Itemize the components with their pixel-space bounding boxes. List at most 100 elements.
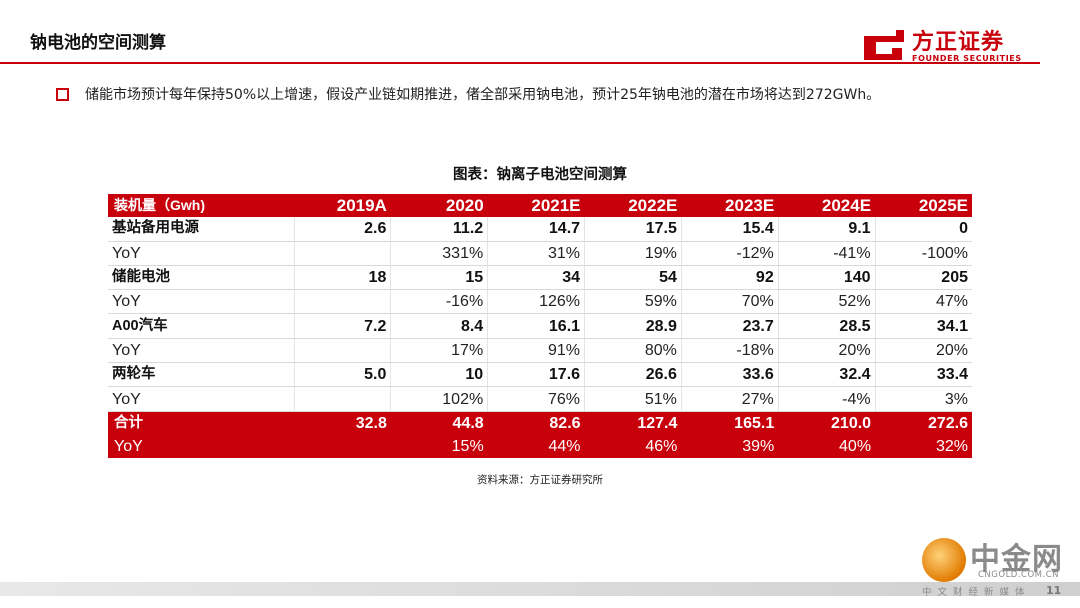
table-cell: 5.0 (294, 362, 392, 388)
table-cell: 80% (584, 338, 682, 364)
table-cell: 27% (681, 386, 779, 412)
table-header-row: 装机量（Gwh) 2019A 2020 2021E 2022E 2023E 20… (108, 194, 972, 218)
company-logo: 方正证券 FOUNDER SECURITIES (862, 24, 1052, 70)
footer-band (0, 582, 1080, 596)
capacity-table: 装机量（Gwh) 2019A 2020 2021E 2022E 2023E 20… (108, 194, 972, 459)
table-cell (294, 434, 391, 459)
table-cell: 8.4 (390, 313, 489, 339)
watermark: 中金网 CNGOLD.COM.CN 中文财经新媒体 (922, 534, 1072, 604)
table-cell: 33.4 (875, 362, 972, 388)
table-cell: 15.4 (681, 217, 779, 242)
row-label: YoY (108, 289, 295, 315)
table-row-yoy: YoY 15% 44% 46% 39% 40% 32% (108, 434, 972, 459)
header-divider (0, 62, 1040, 64)
table-cell: 54 (584, 265, 682, 291)
square-bullet-icon (56, 87, 69, 101)
column-header: 2025E (875, 194, 972, 218)
column-header: 2019A (294, 194, 391, 218)
table-cell: 10 (390, 362, 489, 388)
table-cell: 76% (487, 386, 586, 412)
table-cell: 331% (390, 241, 489, 266)
table-cell: 47% (875, 289, 972, 315)
column-header: 2021E (487, 194, 585, 218)
table-cell: -12% (681, 241, 779, 266)
table-cell (294, 241, 392, 266)
table-cell: 17.6 (487, 362, 586, 388)
row-label: A00汽车 (108, 313, 295, 339)
row-label: 合计 (108, 411, 294, 435)
table-row-total: 合计 32.8 44.8 82.6 127.4 165.1 210.0 272.6 (108, 411, 972, 435)
table-cell: 40% (778, 434, 876, 459)
table-cell: 46% (584, 434, 682, 459)
table-row-yoy: YoY -16% 126% 59% 70% 52% 47% (108, 289, 972, 315)
column-header: 2022E (584, 194, 682, 218)
table-cell: 34 (487, 265, 586, 291)
table-cell: 165.1 (681, 411, 779, 435)
row-label: 两轮车 (108, 362, 295, 388)
table-cell: 140 (778, 265, 876, 291)
table-cell: 39% (681, 434, 779, 459)
table-cell: 70% (681, 289, 779, 315)
slide-title: 钠电池的空间测算 (30, 33, 166, 53)
table-cell: 52% (778, 289, 876, 315)
table-cell: 126% (487, 289, 586, 315)
column-header: 2023E (681, 194, 779, 218)
table-cell: 17.5 (584, 217, 682, 242)
row-label: YoY (108, 386, 295, 412)
row-label: YoY (108, 434, 294, 459)
table-cell: 210.0 (778, 411, 876, 435)
table-cell: 272.6 (875, 411, 972, 435)
table-cell: 92 (681, 265, 779, 291)
table-cell: 11.2 (390, 217, 489, 242)
table-row-category: 两轮车 5.0 10 17.6 26.6 33.6 32.4 33.4 (108, 362, 972, 388)
table-cell: -41% (778, 241, 876, 266)
table-cell: 15 (390, 265, 489, 291)
column-header: 2024E (778, 194, 876, 218)
table-cell (294, 338, 392, 364)
table-cell: -16% (390, 289, 489, 315)
table-cell: 3% (875, 386, 972, 412)
table-cell: 32% (875, 434, 972, 459)
table-cell: 82.6 (487, 411, 585, 435)
watermark-cn: 中金网 (970, 542, 1063, 577)
table-cell: 91% (487, 338, 586, 364)
row-label: YoY (108, 241, 295, 266)
table-cell: 2.6 (294, 217, 392, 242)
table-cell: -4% (778, 386, 876, 412)
table-cell: -18% (681, 338, 779, 364)
source-note: 资料来源：方正证券研究所 (477, 474, 603, 486)
table-cell: 14.7 (487, 217, 586, 242)
table-cell: 20% (778, 338, 876, 364)
table-row-yoy: YoY 17% 91% 80% -18% 20% 20% (108, 338, 972, 364)
cngold-logo-icon (922, 538, 966, 582)
row-label: 基站备用电源 (108, 217, 295, 242)
bullet-text: 储能市场预计每年保持50%以上增速，假设产业链如期推进，偖全部采用钠电池，预计2… (85, 87, 881, 103)
table-cell: 44.8 (390, 411, 488, 435)
table-cell: 17% (390, 338, 489, 364)
table-cell: 28.5 (778, 313, 876, 339)
table-cell: 205 (875, 265, 972, 291)
table-cell: 127.4 (584, 411, 682, 435)
table-row-yoy: YoY 102% 76% 51% 27% -4% 3% (108, 386, 972, 412)
table-cell (294, 289, 392, 315)
table-cell: 7.2 (294, 313, 392, 339)
table-cell: 59% (584, 289, 682, 315)
page-number: 11 (1046, 584, 1062, 597)
table-row-category: A00汽车 7.2 8.4 16.1 28.9 23.7 28.5 34.1 (108, 313, 972, 339)
bullet-point: 储能市场预计每年保持50%以上增速，假设产业链如期推进，偖全部采用钠电池，预计2… (56, 84, 880, 104)
table-cell: 32.4 (778, 362, 876, 388)
logo-text-en: FOUNDER SECURITIES (912, 54, 1022, 63)
table-cell: 0 (875, 217, 972, 242)
table-cell: 28.9 (584, 313, 682, 339)
table-cell: 20% (875, 338, 972, 364)
watermark-sub: 中文财经新媒体 (922, 587, 1031, 598)
table-cell: 44% (487, 434, 585, 459)
column-header: 2020 (390, 194, 488, 218)
table-cell: 19% (584, 241, 682, 266)
row-label: YoY (108, 338, 295, 364)
row-label: 储能电池 (108, 265, 295, 291)
table-cell: -100% (875, 241, 972, 266)
table-cell: 26.6 (584, 362, 682, 388)
table-cell: 31% (487, 241, 586, 266)
table-cell: 23.7 (681, 313, 779, 339)
